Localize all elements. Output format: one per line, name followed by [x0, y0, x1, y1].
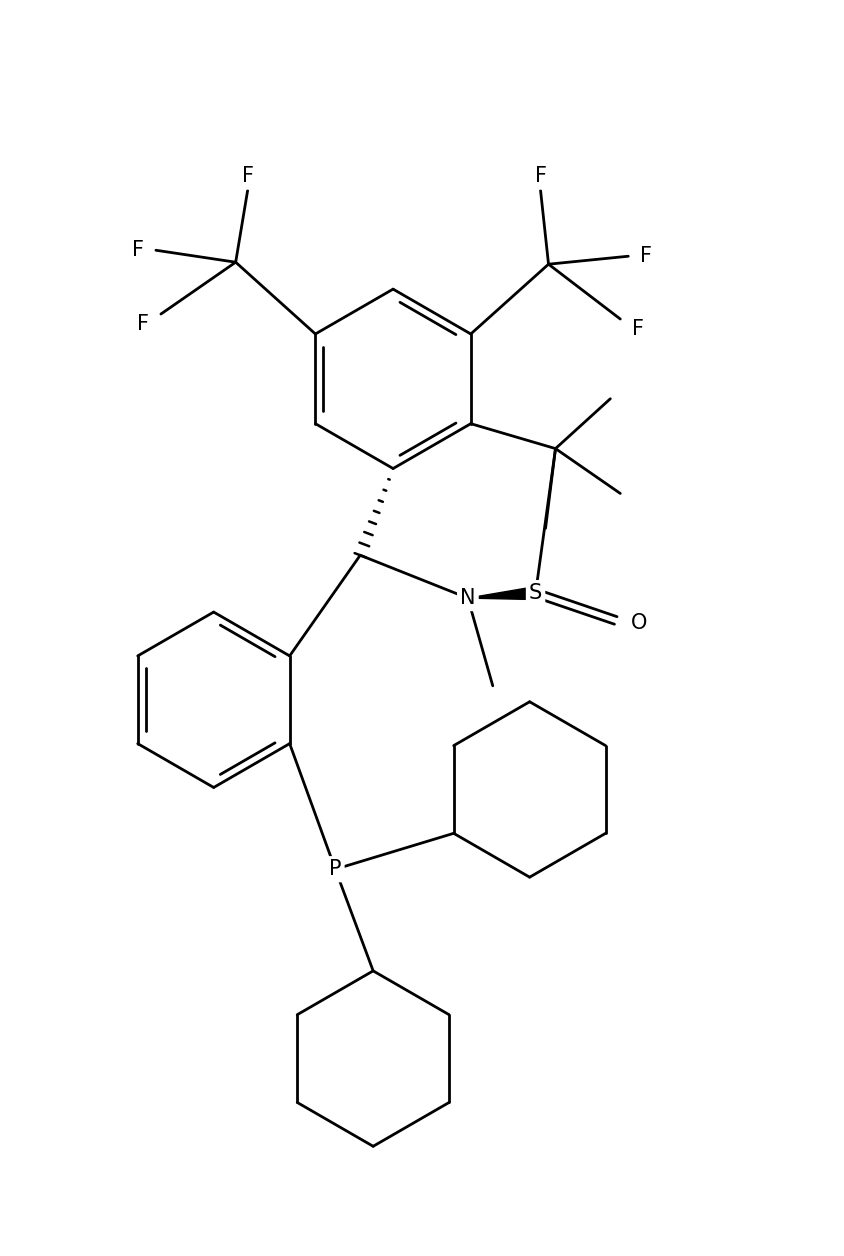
Text: F: F [137, 314, 149, 334]
Text: O: O [631, 613, 647, 633]
Text: F: F [641, 246, 652, 266]
Text: F: F [632, 319, 644, 339]
Text: P: P [329, 859, 342, 879]
Text: S: S [529, 583, 542, 603]
Text: F: F [534, 167, 547, 186]
Polygon shape [468, 587, 536, 599]
Text: F: F [132, 240, 144, 260]
Text: F: F [241, 167, 254, 186]
Text: N: N [460, 588, 476, 608]
